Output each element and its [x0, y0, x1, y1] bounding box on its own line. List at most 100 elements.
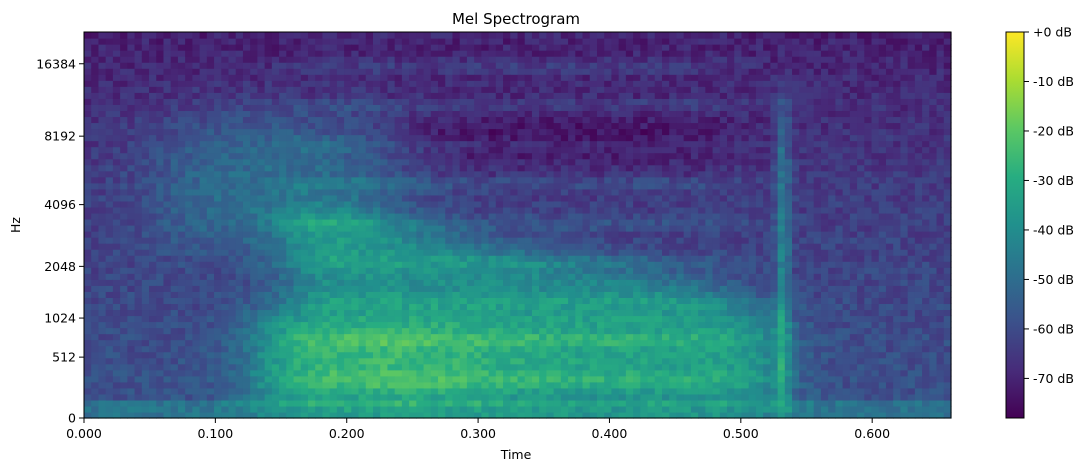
heatmap-cell — [300, 291, 309, 298]
heatmap-cell — [596, 92, 605, 99]
heatmap-cell — [604, 393, 613, 401]
heatmap-cell — [358, 285, 367, 292]
heatmap-cell — [560, 345, 569, 353]
heatmap-cell — [380, 297, 389, 305]
heatmap-cell — [315, 255, 324, 262]
heatmap-cell — [322, 411, 331, 419]
heatmap-cell — [344, 200, 352, 208]
heatmap-cell — [141, 56, 150, 63]
heatmap-cell — [539, 98, 547, 105]
heatmap-cell — [221, 225, 230, 232]
heatmap-cell — [445, 140, 454, 148]
heatmap-cell — [242, 303, 251, 311]
heatmap-cell — [394, 303, 403, 311]
heatmap-cell — [531, 291, 540, 298]
heatmap-cell — [459, 345, 468, 353]
heatmap-cell — [409, 375, 417, 383]
heatmap-cell — [560, 188, 569, 196]
heatmap-cell — [423, 321, 432, 329]
heatmap-cell — [394, 212, 403, 220]
heatmap-cell — [380, 351, 389, 359]
heatmap-cell — [351, 182, 360, 190]
heatmap-cell — [221, 309, 230, 317]
heatmap-cell — [221, 387, 230, 395]
heatmap-cell — [206, 237, 215, 244]
heatmap-cell — [510, 273, 519, 280]
heatmap-cell — [120, 32, 128, 39]
heatmap-cell — [112, 218, 121, 226]
heatmap-cell — [286, 345, 295, 353]
heatmap-cell — [329, 68, 338, 75]
heatmap-cell — [228, 327, 237, 335]
heatmap-cell — [235, 158, 244, 166]
heatmap-cell — [134, 68, 143, 75]
heatmap-cell — [582, 399, 591, 407]
heatmap-cell — [185, 369, 193, 377]
heatmap-cell — [214, 98, 222, 105]
heatmap-cell — [214, 261, 222, 268]
heatmap-cell — [271, 231, 280, 238]
heatmap-cell — [416, 375, 425, 383]
heatmap-cell — [539, 86, 547, 93]
heatmap-cell — [466, 164, 475, 172]
heatmap-cell — [315, 327, 324, 335]
heatmap-cell — [141, 297, 150, 305]
heatmap-cell — [98, 225, 107, 232]
heatmap-cell — [307, 345, 316, 353]
heatmap-cell — [575, 56, 584, 63]
heatmap-cell — [633, 188, 641, 196]
heatmap-cell — [286, 309, 295, 317]
heatmap-cell — [611, 303, 620, 311]
heatmap-cell — [423, 218, 432, 226]
heatmap-cell — [589, 122, 598, 130]
heatmap-cell — [264, 134, 273, 142]
heatmap-cell — [242, 225, 251, 232]
heatmap-cell — [250, 194, 258, 202]
heatmap-cell — [286, 393, 295, 401]
heatmap-cell — [351, 32, 360, 39]
heatmap-cell — [221, 249, 230, 256]
heatmap-cell — [127, 351, 136, 359]
heatmap-cell — [177, 62, 186, 69]
heatmap-cell — [466, 261, 475, 268]
heatmap-cell — [279, 255, 287, 262]
heatmap-cell — [387, 200, 396, 208]
heatmap-cell — [517, 333, 526, 341]
heatmap-cell — [127, 399, 136, 407]
heatmap-cell — [633, 98, 641, 105]
heatmap-cell — [358, 98, 367, 105]
heatmap-cell — [307, 182, 316, 190]
heatmap-cell — [539, 321, 547, 329]
heatmap-cell — [459, 339, 468, 347]
heatmap-cell — [387, 225, 396, 232]
heatmap-cell — [120, 393, 128, 401]
heatmap-cell — [524, 285, 533, 292]
heatmap-cell — [329, 333, 338, 341]
heatmap-cell — [416, 158, 425, 166]
heatmap-cell — [149, 279, 157, 286]
heatmap-cell — [336, 86, 345, 93]
heatmap-cell — [344, 218, 352, 226]
heatmap-cell — [192, 411, 201, 419]
heatmap-cell — [445, 38, 454, 45]
heatmap-cell — [300, 225, 309, 232]
heatmap-cell — [98, 62, 107, 69]
heatmap-cell — [531, 273, 540, 280]
heatmap-cell — [524, 128, 533, 136]
heatmap-cell — [445, 152, 454, 160]
heatmap-cell — [423, 122, 432, 130]
heatmap-cell — [235, 140, 244, 148]
heatmap-cell — [235, 249, 244, 256]
heatmap-cell — [235, 104, 244, 112]
heatmap-cell — [242, 375, 251, 383]
heatmap-cell — [611, 387, 620, 395]
heatmap-cell — [293, 363, 302, 371]
heatmap-cell — [214, 152, 222, 160]
heatmap-cell — [199, 249, 208, 256]
heatmap-cell — [401, 44, 410, 51]
heatmap-cell — [221, 128, 230, 136]
heatmap-cell — [481, 375, 490, 383]
heatmap-cell — [445, 411, 454, 419]
heatmap-cell — [625, 68, 634, 75]
heatmap-cell — [91, 273, 100, 280]
